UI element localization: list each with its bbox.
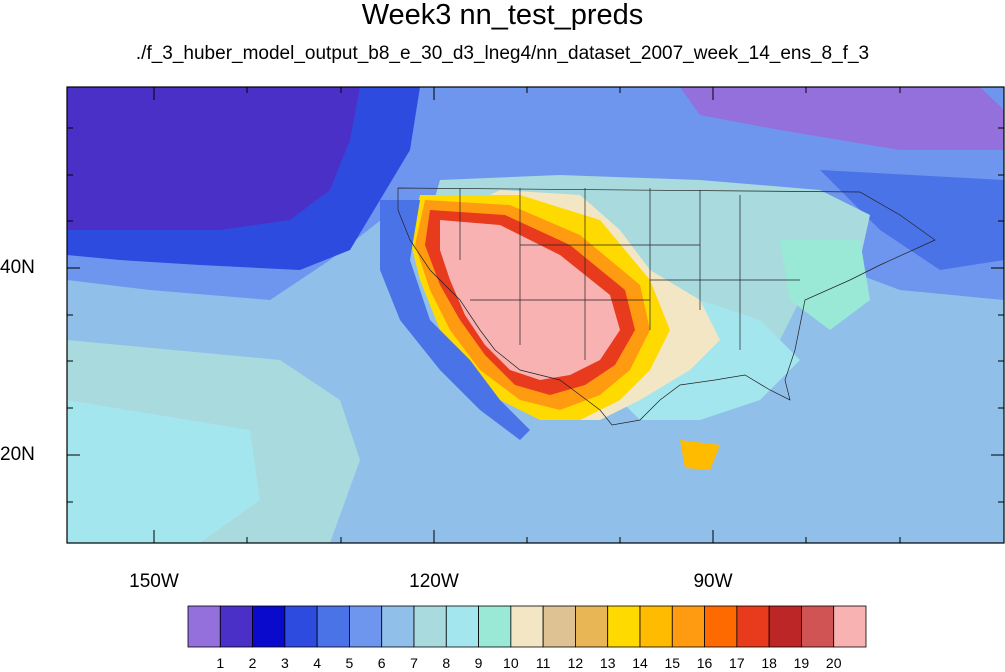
colorbar-box <box>316 605 350 648</box>
colorbar-box <box>542 605 576 648</box>
colorbar-label: 16 <box>696 655 713 671</box>
plot-subtitle: ./f_3_huber_model_output_b8_e_30_d3_lneg… <box>135 43 870 64</box>
colorbar-box <box>349 605 383 648</box>
colorbar-box <box>413 605 447 648</box>
colorbar-label: 1 <box>216 655 225 671</box>
colorbar-label: 3 <box>280 655 289 671</box>
lon-label-150w: 150W <box>129 571 179 592</box>
colorbar-box <box>478 605 512 648</box>
map-field <box>67 87 1004 543</box>
colorbar-box <box>833 605 867 648</box>
colorbar-box <box>445 605 479 648</box>
colorbar-label: 14 <box>632 655 648 671</box>
boundary-lines <box>397 187 936 426</box>
colorbar-label: 2 <box>248 655 257 671</box>
colorbar-box <box>768 605 802 648</box>
colorbar-box <box>607 605 641 648</box>
colorbar-box <box>187 605 221 648</box>
lat-label-40n: 40N <box>0 257 35 278</box>
colorbar-box <box>736 605 770 648</box>
colorbar-label: 12 <box>567 655 584 671</box>
field-coast-band <box>380 200 530 440</box>
colorbar-label: 17 <box>729 655 745 671</box>
colorbar-label: 13 <box>599 655 616 671</box>
colorbar-box <box>510 605 544 648</box>
field-warm-gulf-patch <box>680 440 720 470</box>
colorbar-label: 19 <box>793 655 810 671</box>
colorbar-box <box>801 605 835 648</box>
colorbar-label: 10 <box>503 655 519 671</box>
colorbar-box <box>639 605 673 648</box>
lon-label-120w: 120W <box>409 571 459 592</box>
lat-label-20n: 20N <box>0 444 35 465</box>
lon-label-90w: 90W <box>693 571 733 592</box>
colorbar-label: 4 <box>313 655 322 671</box>
plot-title: Week3 nn_test_preds <box>361 0 644 31</box>
colorbar-label: 5 <box>345 655 354 671</box>
colorbar-box <box>219 605 253 648</box>
colorbar-label: 7 <box>410 655 418 671</box>
colorbar-label: 15 <box>664 655 681 671</box>
colorbar-label: 8 <box>442 655 451 671</box>
colorbar-label: 18 <box>761 655 777 671</box>
colorbar-box <box>381 605 415 648</box>
colorbar-label: 6 <box>377 655 386 671</box>
colorbar-label: 9 <box>474 655 483 671</box>
field-band-2 <box>67 87 360 230</box>
field-band-5-ne <box>820 170 1004 270</box>
colorbar-box <box>704 605 738 648</box>
field-band-8-sw <box>67 400 260 543</box>
colorbar-box <box>671 605 705 648</box>
map-frame <box>66 86 1005 544</box>
colorbar-box <box>252 605 286 648</box>
colorbar-box <box>284 605 318 648</box>
colorbar-label: 20 <box>825 655 842 671</box>
colorbar-box <box>575 605 609 648</box>
field-band-1-north <box>680 87 1004 150</box>
colorbar-label: 11 <box>535 655 551 671</box>
tick-marks <box>67 87 1004 543</box>
colorbar <box>187 605 867 648</box>
field-land-9 <box>780 240 870 330</box>
